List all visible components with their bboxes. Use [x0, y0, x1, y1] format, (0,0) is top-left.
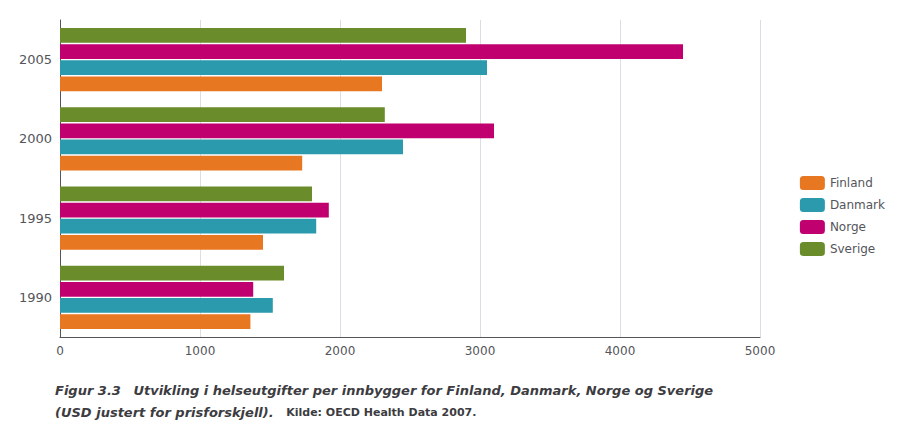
svg-text:Figur 3.3: Figur 3.3 — [55, 383, 121, 398]
svg-text:Utvikling i helseutgifter per: Utvikling i helseutgifter per innbygger … — [133, 383, 713, 398]
svg-text:2005: 2005 — [19, 52, 52, 67]
svg-text:3000: 3000 — [465, 344, 496, 358]
svg-text:Kilde: OECD Health Data 2007.: Kilde: OECD Health Data 2007. — [286, 406, 476, 419]
svg-text:2000: 2000 — [19, 131, 52, 146]
svg-text:1000: 1000 — [185, 344, 216, 358]
svg-text:2000: 2000 — [325, 344, 356, 358]
svg-text:Norge: Norge — [830, 220, 866, 234]
svg-text:(USD justert for prisforskjell: (USD justert for prisforskjell). — [55, 405, 274, 420]
svg-text:Danmark: Danmark — [830, 198, 885, 212]
svg-text:1995: 1995 — [19, 211, 52, 226]
svg-text:5000: 5000 — [745, 344, 776, 358]
svg-text:4000: 4000 — [605, 344, 636, 358]
svg-text:Sverige: Sverige — [830, 242, 875, 256]
svg-text:0: 0 — [56, 344, 64, 358]
svg-text:1990: 1990 — [19, 290, 52, 305]
svg-text:Finland: Finland — [830, 176, 873, 190]
